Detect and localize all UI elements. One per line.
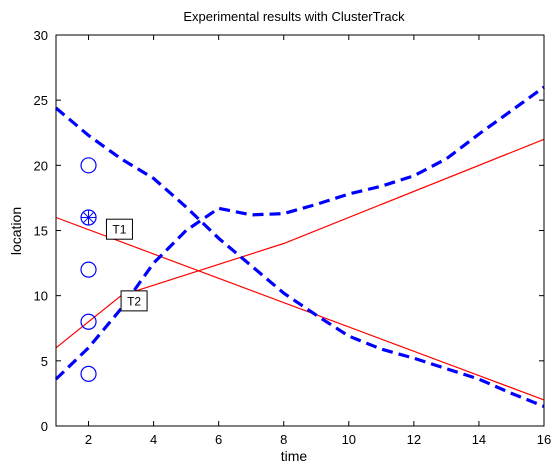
x-axis-title: time <box>281 448 308 464</box>
x-tick-label: 16 <box>537 432 551 447</box>
y-tick-label: 30 <box>34 28 48 43</box>
y-tick-label: 15 <box>34 224 48 239</box>
solid-series-line-1 <box>55 216 545 401</box>
y-tick-label: 0 <box>41 419 48 434</box>
data-markers <box>80 157 97 382</box>
x-tick-label: 10 <box>342 432 356 447</box>
annotations: T1 T2 <box>105 218 148 312</box>
y-axis-title: location <box>8 207 24 255</box>
chart-title: Experimental results with ClusterTrack <box>183 9 405 24</box>
annotation-label: T2 <box>127 294 141 308</box>
circle-marker <box>80 365 97 382</box>
axis-ticks: 2 4 6 8 10 12 14 16 0 5 10 15 20 25 30 <box>34 28 552 447</box>
circle-marker <box>80 261 97 278</box>
circle-marker <box>80 313 97 330</box>
y-tick-label: 25 <box>34 93 48 108</box>
solid-series-line-2 <box>55 138 545 349</box>
y-tick-label: 10 <box>34 289 48 304</box>
annotation-box <box>105 218 133 240</box>
circle-marker <box>80 157 97 174</box>
dashed-series-line-1 <box>54 106 545 408</box>
plot-frame <box>55 34 545 427</box>
dashed-series-line-2 <box>54 85 545 381</box>
x-tick-label: 2 <box>85 432 92 447</box>
y-tick-label: 5 <box>41 354 48 369</box>
x-tick-label: 12 <box>407 432 421 447</box>
annotation-box <box>120 290 148 312</box>
circle-marker <box>80 209 97 226</box>
annotation-label: T1 <box>112 223 126 237</box>
x-tick-label: 14 <box>472 432 486 447</box>
x-tick-label: 4 <box>150 432 157 447</box>
x-tick-label: 8 <box>280 432 287 447</box>
x-tick-label: 6 <box>215 432 222 447</box>
y-tick-label: 20 <box>34 158 48 173</box>
data-lines <box>54 85 545 408</box>
asterisk-marker-stroke <box>83 212 94 223</box>
